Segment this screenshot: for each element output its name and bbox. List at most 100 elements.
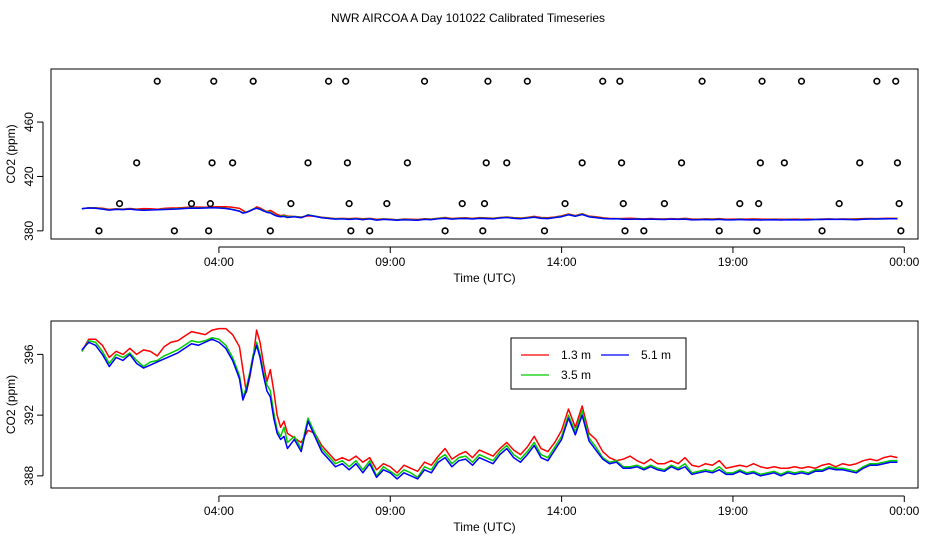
calibration-point — [756, 159, 764, 167]
calibration-point — [170, 227, 178, 235]
calibration-point — [621, 227, 629, 235]
calibration-point — [895, 200, 903, 208]
calibration-point — [715, 227, 723, 235]
x-tick-label: 09:00 — [375, 504, 405, 518]
x-axis-label: Time (UTC) — [453, 520, 515, 534]
series-group — [81, 327, 898, 480]
calibration-point — [208, 159, 216, 167]
calibration-point — [540, 227, 549, 235]
calibration-point — [347, 227, 355, 235]
x-tick-label: 09:00 — [375, 255, 405, 269]
y-tick-label: 392 — [22, 405, 36, 425]
calibration-point — [205, 227, 213, 235]
calibration-points — [95, 77, 905, 235]
x-tick-label: 14:00 — [547, 255, 577, 269]
y-tick-label: 388 — [22, 466, 36, 486]
y-tick-label: 380 — [22, 221, 36, 241]
calibration-point — [599, 77, 607, 85]
calibration-point — [482, 159, 490, 167]
calibration-point — [95, 227, 103, 235]
panel-calibrated-scatter: 04:00 09:00 14:00 19:00 00:00 Time (UTC) 380 42… — [4, 68, 920, 285]
plot-frame — [50, 68, 919, 240]
y-axis-label: CO2 (ppm) — [4, 124, 18, 183]
calibration-point — [345, 200, 353, 208]
calibration-point — [484, 77, 492, 85]
calibration-point — [480, 200, 489, 208]
calibration-point — [266, 227, 274, 235]
calibration-point — [383, 200, 391, 208]
calibration-point — [153, 77, 161, 85]
calibration-point — [873, 77, 881, 85]
calibration-point — [660, 200, 669, 208]
x-tick-label: 19:00 — [718, 255, 748, 269]
calibration-point — [616, 77, 624, 85]
calibration-point — [578, 159, 586, 167]
calibration-point — [523, 77, 531, 85]
calibration-point — [342, 77, 350, 85]
x-tick-label: 00:00 — [889, 504, 919, 518]
calibration-point — [758, 77, 766, 85]
calibration-point — [677, 159, 686, 167]
series-line-3-5-m — [81, 336, 898, 479]
calibration-point — [617, 159, 626, 167]
calibration-point — [441, 227, 449, 235]
figure-title: NWR AIRCOA A Day 101022 Calibrated Times… — [331, 11, 605, 25]
y-axis-label: CO2 (ppm) — [4, 375, 18, 434]
series-line-5-1-m — [81, 206, 898, 221]
calibration-point — [503, 159, 511, 167]
calibration-point — [366, 227, 374, 235]
calibration-point — [458, 200, 466, 208]
calibration-point — [304, 159, 312, 167]
series-line-1-3-m — [81, 327, 898, 474]
calibration-point — [287, 200, 295, 208]
calibration-point — [736, 200, 744, 208]
x-tick-label: 14:00 — [547, 504, 577, 518]
calibration-point — [818, 227, 826, 235]
calibration-point — [561, 200, 569, 208]
calibration-point — [229, 159, 237, 167]
calibration-point — [403, 159, 411, 167]
calibration-point — [893, 159, 902, 167]
calibration-point — [797, 77, 806, 85]
calibration-point — [343, 159, 352, 167]
x-tick-label: 19:00 — [718, 504, 748, 518]
calibration-point — [133, 159, 141, 167]
calibration-point — [640, 227, 648, 235]
y-tick-label: 460 — [22, 112, 36, 132]
series-line-5-1-m — [81, 338, 898, 480]
calibration-point — [206, 200, 214, 208]
calibration-point — [324, 77, 333, 85]
plot-frame — [50, 320, 919, 489]
calibration-point — [479, 227, 487, 235]
legend-box — [510, 337, 687, 390]
calibration-point — [753, 227, 761, 235]
calibration-point — [698, 77, 706, 85]
legend: 1.3 m 5.1 m 3.5 m — [510, 337, 687, 390]
x-tick-label: 04:00 — [204, 504, 234, 518]
calibration-point — [755, 200, 763, 208]
x-axis: 04:00 09:00 14:00 19:00 00:00 Time (UTC) — [204, 246, 920, 285]
x-axis: 04:00 09:00 14:00 19:00 00:00 Time (UTC) — [204, 495, 920, 534]
legend-label: 1.3 m — [561, 348, 591, 362]
legend-label: 5.1 m — [641, 348, 671, 362]
calibration-point — [897, 227, 905, 235]
y-axis: 380 420 460 CO2 (ppm) — [4, 112, 44, 241]
calibration-point — [835, 200, 843, 208]
x-axis-label: Time (UTC) — [453, 271, 515, 285]
calibration-point — [187, 200, 196, 208]
calibration-point — [780, 159, 788, 167]
y-tick-label: 396 — [22, 344, 36, 364]
y-axis: 388 392 396 CO2 (ppm) — [4, 344, 44, 486]
calibration-point — [420, 77, 429, 85]
panel-timeseries-lines: 04:00 09:00 14:00 19:00 00:00 Time (UTC) 388 39… — [4, 320, 920, 534]
legend-label: 3.5 m — [561, 368, 591, 382]
calibration-point — [249, 77, 257, 85]
x-tick-label: 00:00 — [889, 255, 919, 269]
calibration-point — [210, 77, 218, 85]
calibration-point — [856, 159, 864, 167]
calibration-point — [892, 77, 900, 85]
calibration-point — [619, 200, 627, 208]
y-tick-label: 420 — [22, 166, 36, 186]
series-group — [81, 206, 898, 221]
